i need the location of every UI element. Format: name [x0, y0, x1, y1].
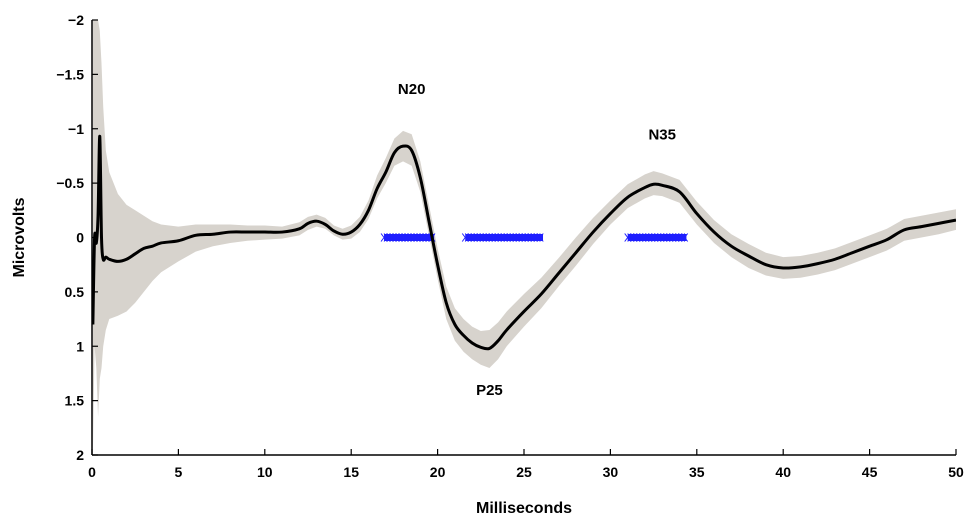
significance-mark: [663, 233, 671, 242]
significance-mark: [633, 233, 641, 242]
significance-mark: [494, 233, 502, 242]
x-tick-label: 10: [257, 464, 273, 480]
x-axis-title: Milliseconds: [476, 500, 572, 517]
significance-mark: [470, 233, 478, 242]
significance-bar: [384, 234, 435, 241]
significance-mark: [482, 233, 490, 242]
significance-mark: [627, 233, 635, 242]
significance-mark: [536, 233, 544, 242]
x-tick-label: 35: [689, 464, 705, 480]
significance-mark: [419, 233, 427, 242]
y-tick-label: −1.5: [56, 66, 84, 82]
significance-segment: [380, 233, 436, 242]
x-tick-label: 40: [775, 464, 791, 480]
significance-mark: [648, 233, 656, 242]
significance-mark: [527, 233, 535, 242]
significance-mark: [651, 233, 659, 242]
y-tick-label: 2: [76, 447, 84, 463]
significance-segment: [624, 233, 689, 242]
significance-mark: [657, 233, 665, 242]
x-tick-label: 5: [175, 464, 183, 480]
y-axis-title: Microvolts: [11, 197, 28, 277]
significance-mark: [660, 233, 668, 242]
y-ticks: −2 −1.5 −1 −0.5 0 0.5 1 1.5 2: [56, 12, 98, 463]
significance-mark: [422, 233, 430, 242]
significance-mark: [389, 233, 397, 242]
significance-mark: [630, 233, 638, 242]
significance-mark: [500, 233, 508, 242]
significance-mark: [410, 233, 418, 242]
significance-mark: [666, 233, 674, 242]
significance-mark: [395, 233, 403, 242]
significance-mark: [476, 233, 484, 242]
y-tick-label: 1.5: [65, 393, 85, 409]
significance-mark: [669, 233, 677, 242]
significance-mark: [672, 233, 680, 242]
x-ticks: 0 5 10 15 20 25 30 35 40 45 50: [88, 449, 964, 480]
significance-mark: [398, 233, 406, 242]
significance-mark: [485, 233, 493, 242]
y-tick-label: −2: [68, 12, 84, 28]
significance-mark: [624, 233, 632, 242]
y-tick-label: −1: [68, 121, 84, 137]
significance-mark: [642, 233, 650, 242]
significance-mark: [461, 233, 469, 242]
significance-mark: [488, 233, 496, 242]
significance-mark: [506, 233, 514, 242]
significance-mark: [467, 233, 475, 242]
x-tick-label: 0: [88, 464, 96, 480]
significance-mark: [491, 233, 499, 242]
significance-mark: [678, 233, 686, 242]
significance-mark: [533, 233, 541, 242]
y-tick-label: 0.5: [65, 284, 85, 300]
significance-mark: [681, 233, 689, 242]
significance-mark: [503, 233, 511, 242]
significance-mark: [524, 233, 532, 242]
significance-mark: [675, 233, 683, 242]
x-tick-label: 45: [862, 464, 878, 480]
significance-mark: [639, 233, 647, 242]
significance-mark: [521, 233, 529, 242]
x-tick-label: 30: [603, 464, 619, 480]
significance-mark: [636, 233, 644, 242]
confidence-band: [92, 20, 956, 455]
significance-mark: [383, 233, 391, 242]
significance-mark: [509, 233, 517, 242]
significance-mark: [407, 233, 415, 242]
significance-markers: [380, 233, 689, 242]
significance-mark: [380, 233, 388, 242]
significance-mark: [464, 233, 472, 242]
significance-mark: [518, 233, 526, 242]
significance-mark: [386, 233, 394, 242]
significance-mark: [530, 233, 538, 242]
peak-label: N35: [648, 127, 676, 144]
significance-mark: [392, 233, 400, 242]
peak-label: P25: [476, 382, 503, 399]
significance-mark: [512, 233, 520, 242]
x-tick-label: 25: [516, 464, 532, 480]
x-tick-label: 20: [430, 464, 446, 480]
significance-mark: [654, 233, 662, 242]
significance-mark: [515, 233, 523, 242]
x-tick-label: 15: [343, 464, 359, 480]
significance-mark: [401, 233, 409, 242]
significance-mark: [479, 233, 487, 242]
significance-mark: [645, 233, 653, 242]
peak-annotations: N20 P25 N35: [398, 81, 676, 399]
significance-mark: [404, 233, 412, 242]
significance-mark: [416, 233, 424, 242]
significance-segment: [461, 233, 544, 242]
significance-mark: [473, 233, 481, 242]
y-tick-label: −0.5: [56, 175, 84, 191]
significance-mark: [497, 233, 505, 242]
y-tick-label: 1: [76, 338, 84, 354]
significance-mark: [413, 233, 421, 242]
x-tick-label: 50: [948, 464, 964, 480]
peak-label: N20: [398, 81, 426, 98]
y-tick-label: 0: [76, 230, 84, 246]
mean-waveform-line: [92, 134, 956, 351]
